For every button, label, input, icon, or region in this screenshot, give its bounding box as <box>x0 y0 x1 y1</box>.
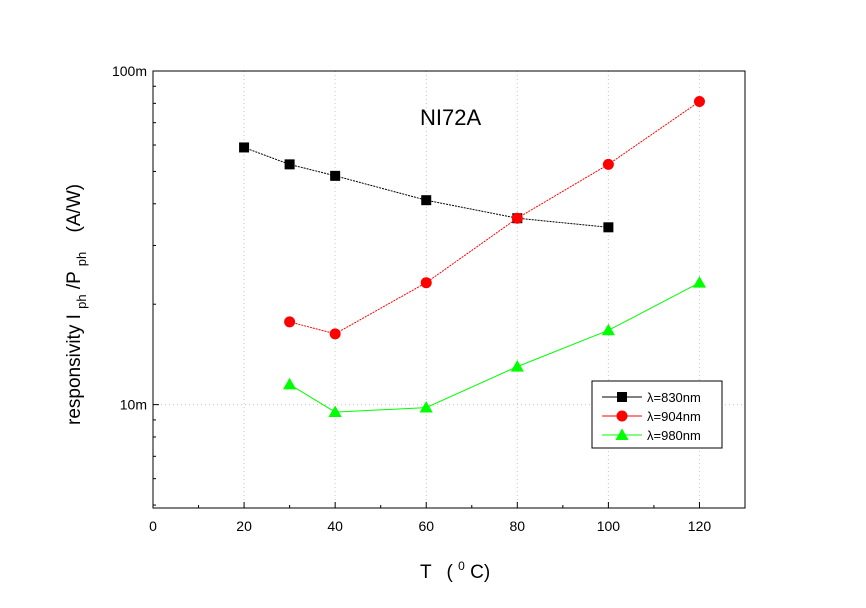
x-tick-label: 60 <box>418 518 434 534</box>
data-point-square <box>239 142 250 153</box>
data-point-triangle <box>283 377 297 390</box>
y-axis-title-prefix: responsivity I <box>64 314 85 425</box>
x-tick-label: 40 <box>327 518 343 534</box>
series-line <box>289 101 700 335</box>
data-point-triangle <box>328 405 342 418</box>
legend-label: λ=980nm <box>647 428 701 443</box>
x-axis-title-open: ( <box>447 562 454 583</box>
y-axis-title: responsivity I ph /P ph (A/W) <box>64 184 91 425</box>
data-point-triangle <box>510 360 524 372</box>
data-point-circle <box>511 212 523 224</box>
x-axis-title-main: T <box>420 562 432 583</box>
data-point-circle <box>693 96 705 108</box>
data-point-circle <box>616 410 628 422</box>
series-circle <box>284 96 705 340</box>
data-point-square <box>421 195 432 206</box>
data-point-square <box>284 159 295 170</box>
y-axis-title-sub2: ph <box>74 252 89 266</box>
series-line <box>243 147 609 228</box>
data-point-triangle <box>419 400 433 413</box>
data-point-square <box>330 170 341 181</box>
x-tick-label: 20 <box>236 518 252 534</box>
x-tick-label: 0 <box>149 518 157 534</box>
data-point-square <box>603 222 614 233</box>
data-point-triangle <box>601 323 615 336</box>
axis-ticks: 0 20 40 60 80 100 120 100m 10m <box>112 63 711 534</box>
data-point-circle <box>284 316 296 328</box>
series-triangle <box>283 276 707 418</box>
x-tick-label: 100 <box>597 518 621 534</box>
legend-label: λ=830nm <box>647 390 701 405</box>
legend: λ=830nm λ=904nm λ=980nm <box>591 380 723 449</box>
x-axis-title-sup: 0 <box>458 559 465 573</box>
data-point-triangle <box>615 428 629 440</box>
legend-label: λ=904nm <box>647 409 701 424</box>
y-axis-title-sub1: ph <box>74 294 89 308</box>
y-axis-title-mid: /P <box>64 271 85 289</box>
data-point-triangle <box>692 276 707 288</box>
x-axis-title-tail: C) <box>470 562 490 583</box>
data-point-square <box>617 392 627 402</box>
data-point-circle <box>420 277 432 289</box>
legend-box <box>591 380 723 449</box>
annotation-label: NI72A <box>420 105 481 130</box>
x-tick-label: 80 <box>510 518 526 534</box>
data-point-circle <box>602 158 614 170</box>
plot-frame <box>152 70 746 509</box>
series-line <box>289 282 700 413</box>
y-tick-label: 10m <box>120 397 147 413</box>
x-tick-label: 120 <box>688 518 712 534</box>
series-layer <box>239 96 707 418</box>
x-axis-title: T ( 0 C) <box>420 554 490 583</box>
data-point-circle <box>329 328 341 340</box>
y-tick-label: 100m <box>112 63 147 79</box>
y-axis-title-units: (A/W) <box>64 184 85 233</box>
